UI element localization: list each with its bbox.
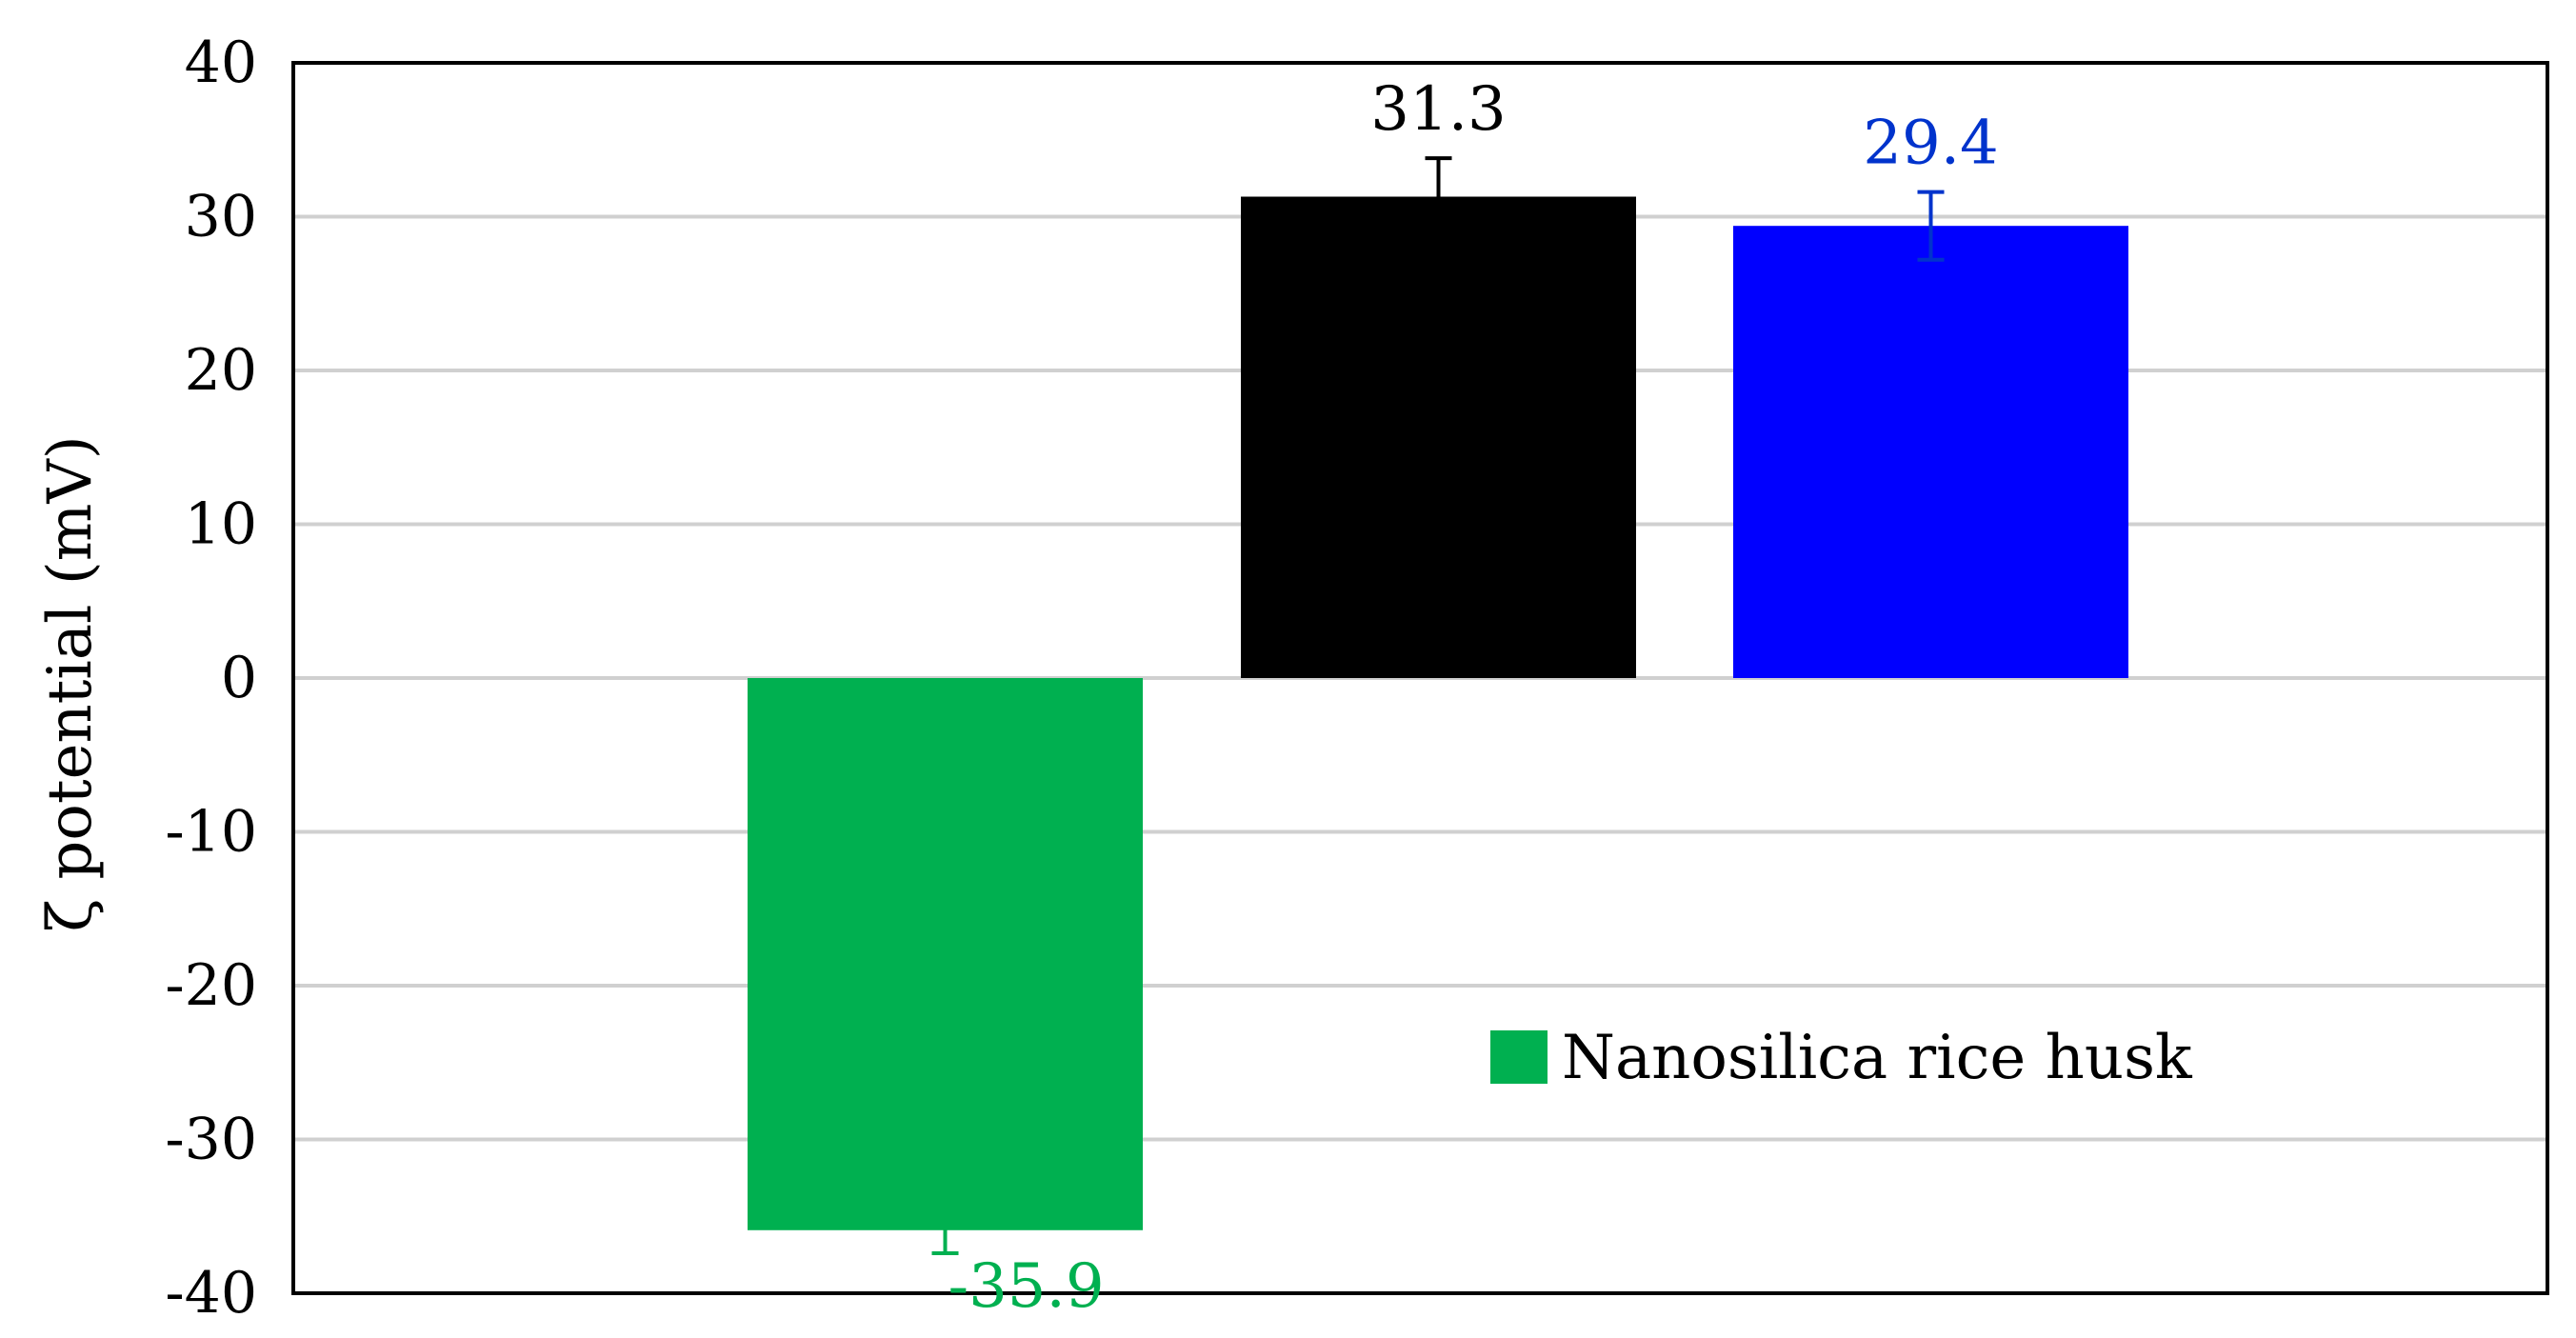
y-tick-label: -40	[165, 1260, 257, 1327]
bar	[1241, 196, 1636, 678]
y-tick-label: 20	[185, 337, 257, 404]
y-tick-label: 0	[221, 645, 257, 711]
y-tick-label: -10	[165, 799, 257, 866]
data-label: -35.9	[948, 1251, 1104, 1322]
data-labels: -35.9 31.3 29.4	[948, 74, 1998, 1322]
y-tick-labels: 40 30 20 10 0 -10 -20 -30 -40	[165, 30, 257, 1327]
error-bars	[931, 156, 1945, 1256]
y-tick-label: 40	[185, 30, 257, 96]
data-label: 29.4	[1863, 109, 1999, 179]
data-label: 31.3	[1370, 74, 1507, 145]
plot-frame	[291, 61, 2549, 1295]
y-tick-label: 30	[185, 184, 257, 250]
bar	[1733, 226, 2128, 678]
legend-label: Nanosilica rice husk	[1562, 1023, 2193, 1093]
legend-swatch	[1490, 1030, 1548, 1084]
y-tick-label: 10	[185, 491, 257, 558]
legend: Nanosilica rice husk	[1490, 1023, 2193, 1093]
bar	[748, 678, 1143, 1230]
y-tick-label: -20	[165, 952, 257, 1019]
bars	[748, 196, 2128, 1230]
y-tick-label: -30	[165, 1107, 257, 1173]
y-axis-label: ζ potential (mV)	[35, 435, 106, 931]
